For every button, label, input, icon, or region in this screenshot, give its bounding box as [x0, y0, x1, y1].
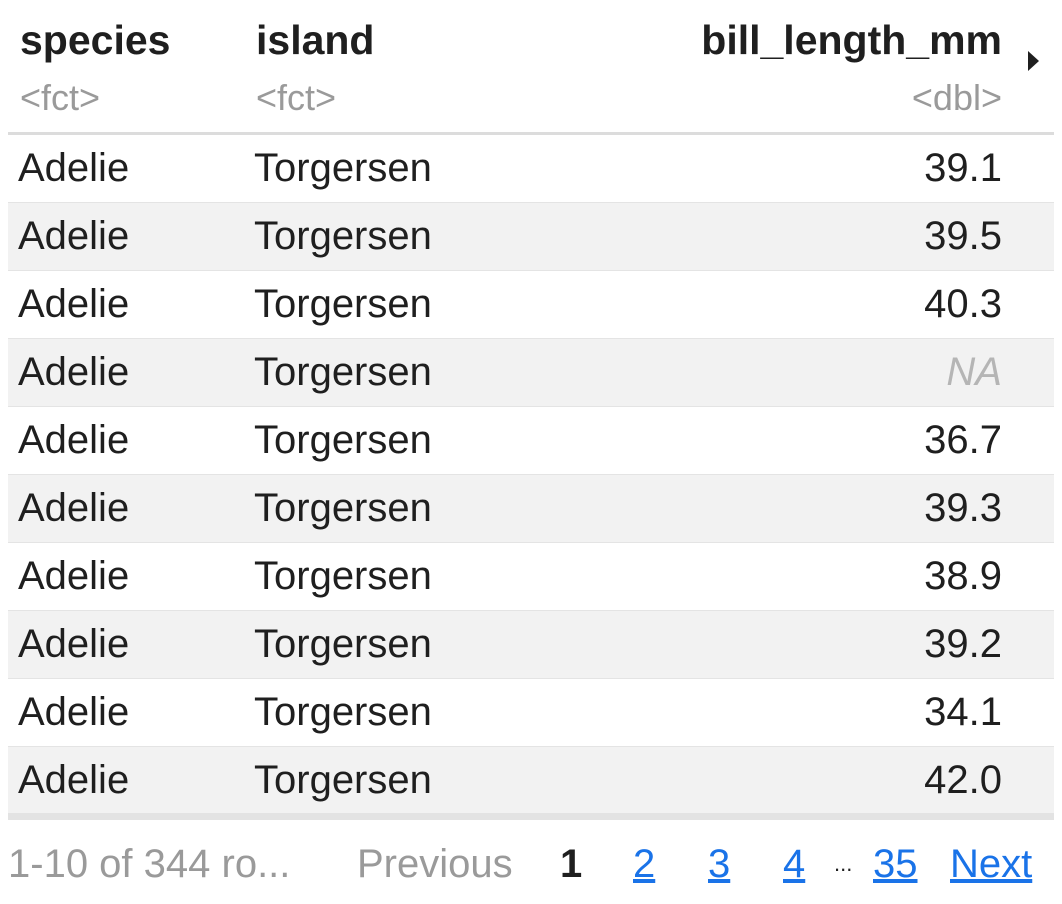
- table-body: Adelie Torgersen 39.1 Adelie Torgersen 39.5 Ad…: [8, 133, 1054, 815]
- column-type-island: <fct>: [244, 64, 504, 135]
- triangle-right-icon[interactable]: [1028, 51, 1039, 71]
- pagination-ellipsis: ...: [834, 851, 853, 876]
- cell-bill-length-mm: 42.0: [504, 746, 1004, 815]
- cell-species: Adelie: [8, 133, 244, 203]
- cell-bill-length-mm: 34.1: [504, 678, 1004, 747]
- cell-island: Torgersen: [244, 474, 504, 543]
- cell-species: Adelie: [8, 202, 244, 271]
- row-spacer: [1004, 610, 1054, 679]
- cell-bill-length-mm: NA: [504, 338, 1004, 407]
- cell-bill-length-mm: 38.9: [504, 542, 1004, 611]
- cell-bill-length-mm: 39.2: [504, 610, 1004, 679]
- table-row: Adelie Torgersen 39.1: [8, 133, 1054, 203]
- page-link-4[interactable]: 4: [783, 842, 806, 886]
- column-type-species: <fct>: [8, 64, 244, 135]
- cell-island: Torgersen: [244, 746, 504, 815]
- row-spacer: [1004, 270, 1054, 339]
- table-bottom-border: [8, 813, 1054, 820]
- table-row: Adelie Torgersen 38.9: [8, 542, 1054, 611]
- column-header-island[interactable]: island: [256, 17, 375, 63]
- column-type-row: <fct> <fct> <dbl>: [8, 64, 1054, 135]
- cell-species: Adelie: [8, 406, 244, 475]
- column-header-bill-length-mm[interactable]: bill_length_mm: [701, 17, 1002, 63]
- row-spacer: [1004, 133, 1054, 203]
- cell-island: Torgersen: [244, 338, 504, 407]
- cell-island: Torgersen: [244, 542, 504, 611]
- cell-island: Torgersen: [244, 406, 504, 475]
- next-button[interactable]: Next: [950, 842, 1033, 886]
- cell-species: Adelie: [8, 338, 244, 407]
- row-spacer: [1004, 338, 1054, 407]
- table-row: Adelie Torgersen 39.2: [8, 610, 1054, 679]
- column-header-species[interactable]: species: [20, 17, 171, 63]
- pagination-info: 1-10 of 344 ro...: [8, 842, 291, 886]
- cell-bill-length-mm: 40.3: [504, 270, 1004, 339]
- table-row: Adelie Torgersen 42.0: [8, 746, 1054, 815]
- column-type-bill-length-mm: <dbl>: [504, 64, 1004, 135]
- page-current: 1: [560, 842, 583, 886]
- table-row: Adelie Torgersen 34.1: [8, 678, 1054, 747]
- row-spacer: [1004, 746, 1054, 815]
- cell-bill-length-mm: 39.5: [504, 202, 1004, 271]
- pagination-bar: 1-10 of 344 ro... Previous 1 2 3 4 ... 3…: [8, 836, 1054, 892]
- cell-island: Torgersen: [244, 610, 504, 679]
- cell-species: Adelie: [8, 746, 244, 815]
- cell-island: Torgersen: [244, 133, 504, 203]
- row-spacer: [1004, 542, 1054, 611]
- cell-island: Torgersen: [244, 270, 504, 339]
- header-row: species island bill_length_mm: [8, 0, 1054, 64]
- cell-species: Adelie: [8, 678, 244, 747]
- cell-species: Adelie: [8, 474, 244, 543]
- cell-island: Torgersen: [244, 678, 504, 747]
- cell-bill-length-mm: 39.1: [504, 133, 1004, 203]
- page-link-3[interactable]: 3: [708, 842, 731, 886]
- table-row: Adelie Torgersen 40.3: [8, 270, 1054, 339]
- row-spacer: [1004, 678, 1054, 747]
- cell-bill-length-mm: 36.7: [504, 406, 1004, 475]
- row-spacer: [1004, 202, 1054, 271]
- page-link-2[interactable]: 2: [633, 842, 656, 886]
- cell-bill-length-mm: 39.3: [504, 474, 1004, 543]
- table-row: Adelie Torgersen NA: [8, 338, 1054, 407]
- table-row: Adelie Torgersen 36.7: [8, 406, 1054, 475]
- cell-island: Torgersen: [244, 202, 504, 271]
- table-row: Adelie Torgersen 39.5: [8, 202, 1054, 271]
- type-spacer: [1004, 64, 1054, 135]
- data-table-container: species island bill_length_mm <fct> <fct…: [8, 0, 1054, 815]
- row-spacer: [1004, 474, 1054, 543]
- table-row: Adelie Torgersen 39.3: [8, 474, 1054, 543]
- page-link-last[interactable]: 35: [873, 842, 918, 886]
- cell-species: Adelie: [8, 542, 244, 611]
- cell-species: Adelie: [8, 270, 244, 339]
- data-table: species island bill_length_mm <fct> <fct…: [8, 0, 1054, 815]
- row-spacer: [1004, 406, 1054, 475]
- previous-button[interactable]: Previous: [357, 842, 513, 886]
- cell-species: Adelie: [8, 610, 244, 679]
